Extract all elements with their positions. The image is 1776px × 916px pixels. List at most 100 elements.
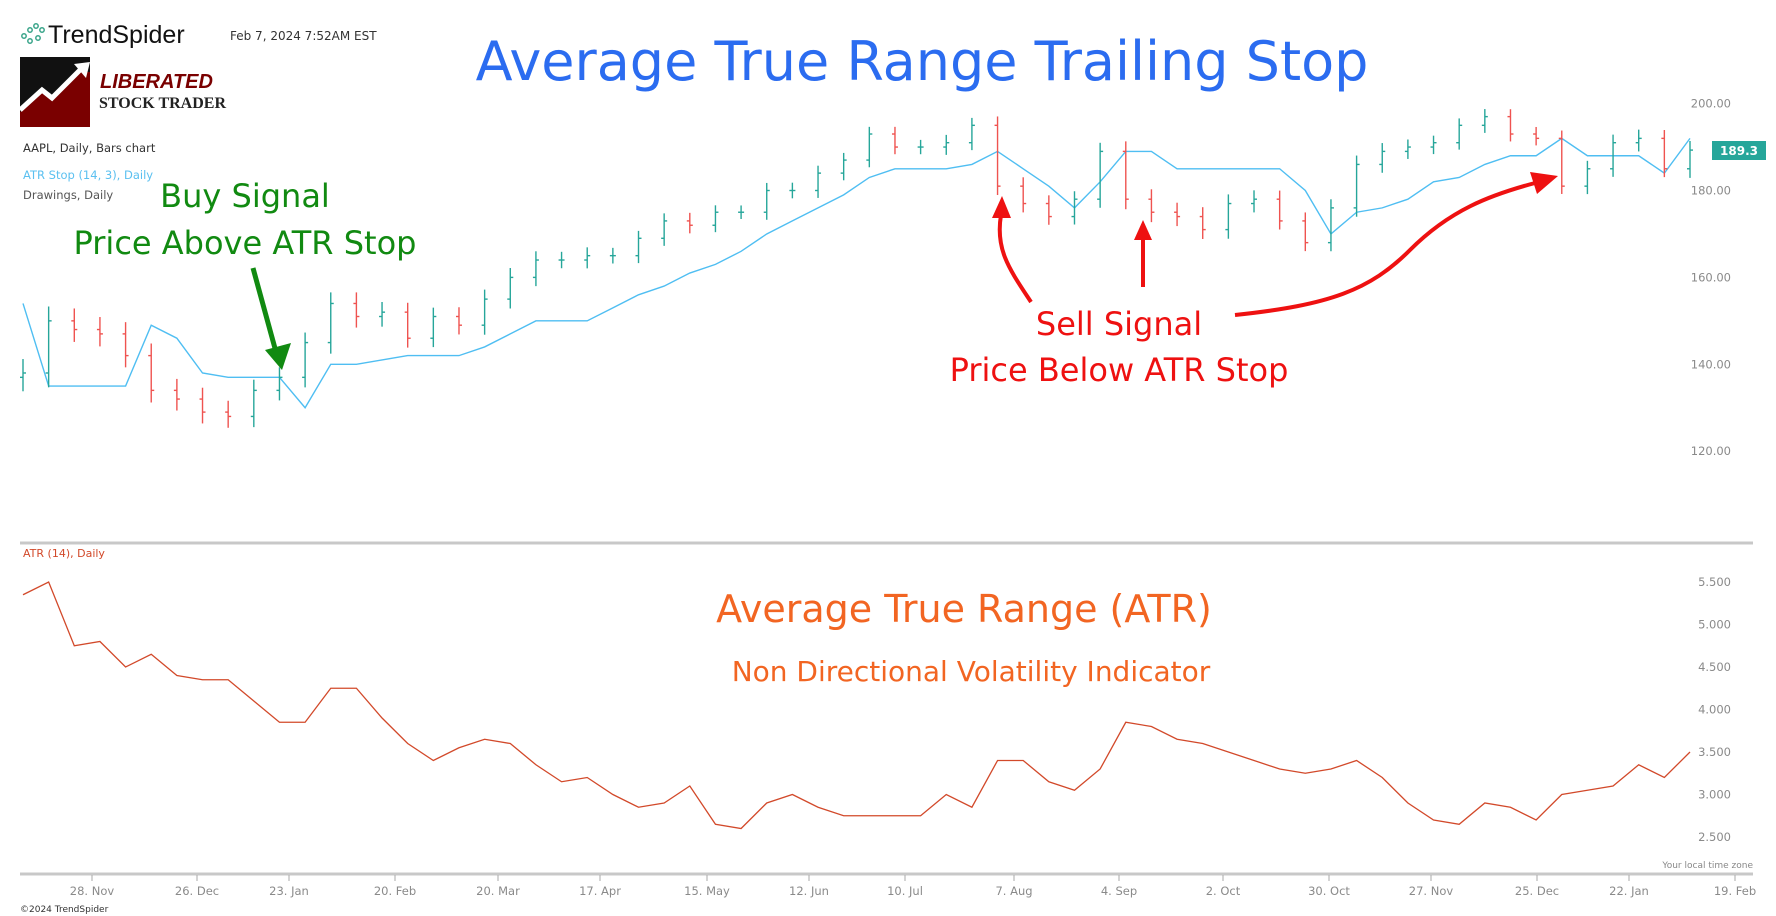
price-bar (122, 322, 129, 368)
price-bar (1071, 191, 1078, 225)
time-axis-label: 30. Oct (1308, 884, 1350, 898)
price-bar (968, 117, 975, 151)
price-axis: 200.00 180.00 160.00 140.00 120.00 (1691, 97, 1731, 459)
liberated-stock-trader-logo: LIBERATED STOCK TRADER (18, 57, 226, 127)
spider-icon (21, 23, 45, 44)
price-bar (1456, 118, 1463, 150)
price-bar (1404, 139, 1411, 159)
time-axis-label: 12. Jun (789, 884, 829, 898)
last-price-badge (1712, 141, 1766, 160)
atr-axis-label: 3.000 (1698, 788, 1731, 802)
price-bar (1430, 135, 1437, 155)
price-bar (302, 332, 309, 388)
sell-arrow-icon-1 (992, 196, 1033, 304)
price-bar (1558, 130, 1565, 194)
price-bar (1199, 207, 1206, 239)
price-bar (1302, 212, 1309, 252)
price-bar (327, 292, 334, 354)
sell-signal-subtitle: Price Below ATR Stop (950, 351, 1289, 389)
price-axis-label: 200.00 (1691, 97, 1731, 111)
legend-drawings[interactable]: Drawings, Daily (23, 188, 113, 202)
price-bar (943, 134, 950, 155)
time-zone-note: Your local time zone (1661, 861, 1753, 871)
legend-main[interactable]: AAPL, Daily, Bars chart (23, 141, 156, 155)
price-bar (1122, 141, 1129, 210)
timestamp: Feb 7, 2024 7:52AM EST (230, 29, 377, 43)
price-bar (1635, 129, 1642, 152)
price-bar (430, 307, 437, 348)
price-bar (1174, 202, 1181, 227)
price-bar (1507, 109, 1514, 142)
price-axis-label: 160.00 (1691, 270, 1731, 284)
price-bar (225, 400, 232, 428)
price-bar (1353, 155, 1360, 217)
trendspider-logo: TrendSpider (21, 21, 185, 49)
price-bar (45, 306, 52, 388)
price-bar (1687, 140, 1693, 178)
atr-axis-label: 2.500 (1698, 830, 1731, 844)
price-bar (20, 359, 26, 392)
buy-signal-title: Buy Signal (160, 177, 330, 215)
price-axis-label: 140.00 (1691, 357, 1731, 371)
legend-atr-stop[interactable]: ATR Stop (14, 3), Daily (23, 168, 153, 182)
price-bar (866, 126, 873, 168)
time-axis-label: 27. Nov (1409, 884, 1454, 898)
price-bar (712, 205, 719, 233)
atr-axis-label: 5.500 (1698, 575, 1731, 589)
price-bar (891, 126, 898, 155)
price-bar (353, 292, 360, 328)
time-axis-label: 22. Jan (1609, 884, 1649, 898)
price-axis-label: 180.00 (1691, 184, 1731, 198)
sell-arrow-icon-2 (1134, 220, 1152, 287)
time-axis-label: 19. Feb (1714, 884, 1756, 898)
atr-axis-label: 5.000 (1698, 618, 1731, 632)
time-axis-label: 25. Dec (1515, 884, 1559, 898)
price-bars (20, 109, 1693, 428)
price-bar (558, 251, 565, 269)
time-axis-label: 23. Jan (269, 884, 309, 898)
price-bar (1661, 130, 1668, 178)
price-bar (635, 230, 642, 264)
price-bar (789, 182, 796, 199)
buy-signal-subtitle: Price Above ATR Stop (74, 224, 417, 262)
time-axis-label: 15. May (684, 884, 730, 898)
time-axis-label: 20. Mar (476, 884, 520, 898)
price-bar (404, 302, 411, 348)
atr-axis-label: 3.500 (1698, 745, 1731, 759)
atr-axis-label: 4.500 (1698, 660, 1731, 674)
logo-line1: LIBERATED (100, 71, 213, 93)
price-bar (532, 251, 539, 287)
price-bar (250, 379, 257, 428)
price-bar (917, 139, 924, 155)
logo-line2: STOCK TRADER (99, 95, 226, 112)
price-bar (379, 301, 386, 327)
sell-arrow-icon-3 (1234, 172, 1558, 317)
price-bar (1610, 134, 1617, 177)
price-bar (763, 182, 770, 220)
price-bar (148, 343, 155, 403)
buy-arrow-icon (250, 267, 291, 370)
price-bar (507, 268, 514, 309)
price-bar (815, 165, 822, 198)
atr-stop-series (22, 137, 1691, 409)
price-bar (1045, 195, 1052, 225)
time-axis-label: 4. Sep (1101, 884, 1137, 898)
price-bar (1225, 194, 1232, 239)
price-bar (686, 212, 693, 234)
time-axis: 28. Nov 26. Dec 23. Jan 20. Feb 20. Mar 17. A… (70, 875, 1756, 898)
time-axis-label: 26. Dec (175, 884, 219, 898)
price-bar (1533, 126, 1540, 146)
last-price-label: 189.3 (1720, 144, 1758, 158)
price-bar (1251, 190, 1258, 213)
price-bar (1097, 142, 1104, 208)
time-axis-label: 10. Jul (887, 884, 923, 898)
atr-stop-line (22, 137, 1691, 409)
atr-subtitle: Non Directional Volatility Indicator (732, 655, 1211, 688)
price-bar (1276, 190, 1283, 230)
legend-atr[interactable]: ATR (14), Daily (23, 547, 105, 560)
price-bar (738, 205, 745, 220)
price-bar (1379, 143, 1386, 173)
price-bar (1020, 177, 1027, 213)
price-bar (1584, 160, 1591, 195)
